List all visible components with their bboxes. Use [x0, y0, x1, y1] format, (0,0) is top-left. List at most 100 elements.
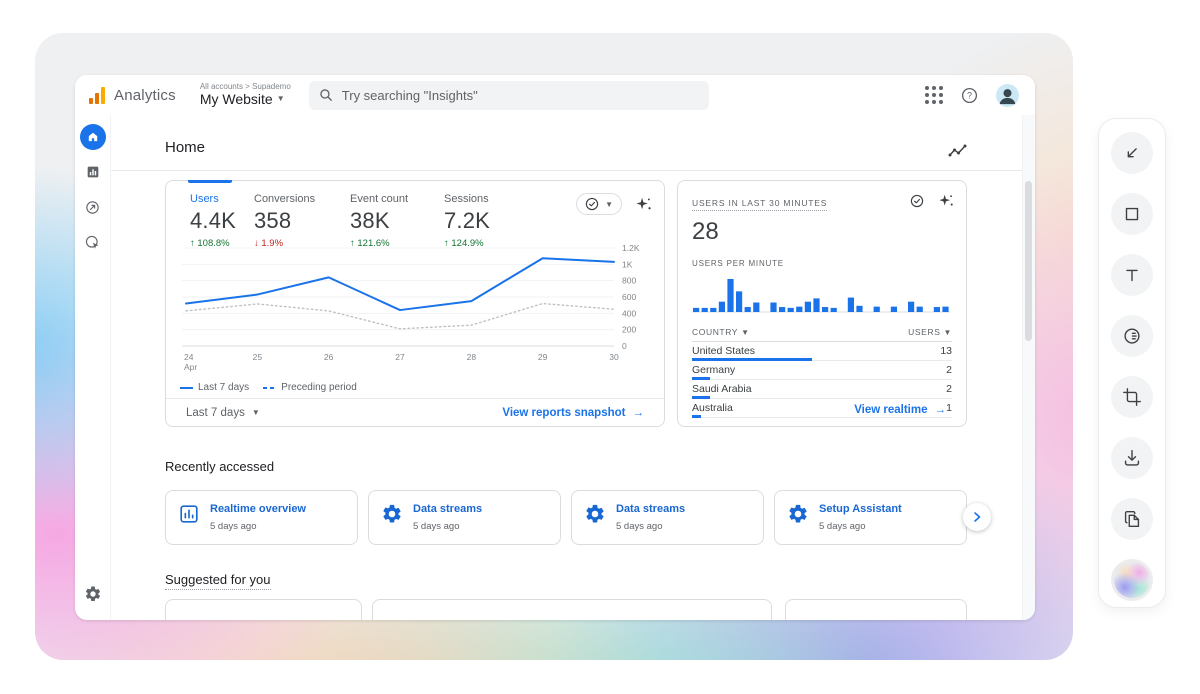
metric-tab-sessions[interactable]: Sessions 7.2K ↑ 124.9% [444, 193, 490, 249]
metric-label: Event count [350, 193, 409, 205]
overview-footer: Last 7 days ▼ View reports snapshot → [166, 398, 664, 426]
country-bar [692, 358, 812, 361]
metric-label: Sessions [444, 193, 489, 205]
account-switcher[interactable]: All accounts > Supademo My Website ▼ [200, 82, 291, 107]
account-avatar[interactable] [996, 83, 1019, 107]
svg-text:25: 25 [253, 352, 263, 362]
scrollbar-thumb[interactable] [1025, 181, 1032, 341]
analytics-logo-icon [89, 86, 105, 104]
svg-text:0: 0 [622, 341, 627, 351]
apps-grid-icon [925, 86, 943, 104]
country-users: 1 [946, 402, 952, 414]
sidebar-item-home[interactable] [79, 123, 107, 151]
svg-text:27: 27 [395, 352, 405, 362]
recent-card-title: Data streams [413, 503, 483, 515]
view-realtime-link[interactable]: View realtime → [848, 403, 952, 417]
brand-name: Analytics [114, 86, 176, 104]
realtime-title: USERS IN LAST 30 MINUTES [692, 198, 828, 211]
recent-card-realtime-overview[interactable]: Realtime overview 5 days ago [165, 490, 358, 545]
data-quality-pill[interactable]: ▼ [576, 193, 622, 215]
analytics-window: Analytics All accounts > Supademo My Web… [75, 75, 1035, 620]
recently-accessed-title: Recently accessed [165, 459, 275, 474]
download-tool-button[interactable] [1111, 437, 1153, 479]
scrollbar-track[interactable] [1022, 115, 1035, 620]
blur-tool-button[interactable] [1111, 315, 1153, 357]
gear-icon [383, 504, 401, 523]
users-sort-button[interactable]: USERS ▼ [908, 327, 952, 337]
svg-text:Apr: Apr [184, 362, 197, 372]
page-title: Home [165, 139, 206, 156]
metric-tab-conversions[interactable]: Conversions 358 ↓ 1.9% [254, 193, 315, 249]
chevron-down-icon: ▼ [741, 327, 750, 337]
recent-card-title: Setup Assistant [819, 503, 902, 515]
left-nav-rail [75, 115, 111, 620]
suggested-card[interactable] [372, 599, 772, 620]
country-row: Germany 2 [692, 361, 952, 380]
duplicate-tool-button[interactable] [1111, 498, 1153, 540]
avatar [996, 83, 1019, 107]
rectangle-tool-button[interactable] [1111, 193, 1153, 235]
chevron-down-icon: ▼ [276, 94, 285, 103]
sidebar-item-advertising[interactable] [79, 228, 107, 256]
svg-text:1K: 1K [622, 259, 633, 269]
chart-legend: Last 7 days Preceding period [180, 382, 357, 393]
date-range-selector[interactable]: Last 7 days ▼ [180, 406, 266, 420]
crop-tool-button[interactable] [1111, 376, 1153, 418]
main-content: Home Users 4.4K ↑ 108.8% Conversions 358 ↓ 1.… [111, 115, 1035, 620]
metric-tab-event-count[interactable]: Event count 38K ↑ 121.6% [350, 193, 408, 249]
legend-label: Last 7 days [198, 382, 250, 393]
help-icon: ? [961, 87, 978, 103]
scroll-right-button[interactable] [963, 503, 991, 531]
view-reports-snapshot-link[interactable]: View reports snapshot → [496, 406, 650, 420]
duplicate-icon [1124, 510, 1140, 528]
country-bar [692, 396, 711, 399]
search-input[interactable]: Try searching "Insights" [308, 80, 709, 110]
recent-card-time: 5 days ago [413, 521, 460, 532]
country-row: Saudi Arabia 2 [692, 380, 952, 399]
metric-delta: ↑ 121.6% [350, 238, 390, 249]
svg-text:29: 29 [538, 352, 548, 362]
realtime-sparkle-button[interactable] [938, 193, 954, 209]
svg-text:600: 600 [622, 292, 636, 302]
overview-card: Users 4.4K ↑ 108.8% Conversions 358 ↓ 1.9% Eve… [165, 180, 665, 427]
country-row: United States 13 [692, 342, 952, 361]
metric-value: 7.2K [444, 208, 491, 233]
chevron-down-icon: ▼ [251, 408, 260, 417]
svg-text:26: 26 [324, 352, 334, 362]
insights-sparkle-button[interactable] [635, 196, 652, 213]
text-icon [1126, 269, 1138, 282]
recent-card-setup-assistant[interactable]: Setup Assistant 5 days ago [774, 490, 967, 545]
background-tool-button[interactable] [1111, 559, 1153, 601]
sidebar-item-explore[interactable] [79, 193, 107, 221]
svg-text:1.2K: 1.2K [622, 243, 640, 253]
home-icon [88, 132, 97, 142]
country-name: United States [692, 345, 756, 357]
help-button[interactable]: ? [961, 87, 978, 104]
suggested-card[interactable] [785, 599, 967, 620]
download-icon [1124, 449, 1140, 466]
sidebar-item-admin[interactable] [79, 580, 107, 608]
sidebar-item-reports[interactable] [79, 158, 107, 186]
realtime-check-button[interactable] [910, 194, 924, 208]
suggested-card[interactable] [165, 599, 362, 620]
country-sort-button[interactable]: COUNTRY ▼ [692, 327, 750, 337]
apps-grid-button[interactable] [925, 86, 943, 104]
metric-tab-users[interactable]: Users 4.4K ↑ 108.8% [190, 193, 236, 249]
arrow-tool-button[interactable] [1111, 132, 1153, 174]
svg-text:800: 800 [622, 276, 636, 286]
text-tool-button[interactable] [1111, 254, 1153, 296]
svg-text:?: ? [967, 90, 972, 100]
metric-value: 358 [254, 208, 292, 233]
insights-trend-button[interactable] [946, 141, 970, 164]
metric-value: 4.4K [190, 208, 237, 233]
metric-delta: ↑ 108.8% [190, 238, 230, 249]
recent-card-data-streams[interactable]: Data streams 5 days ago [368, 490, 561, 545]
blur-icon [1124, 328, 1140, 344]
arrow-right-icon: → [632, 406, 645, 419]
suggested-title: Suggested for you [165, 572, 271, 590]
recent-card-data-streams[interactable]: Data streams 5 days ago [571, 490, 764, 545]
realtime-card: USERS IN LAST 30 MINUTES 28 USERS PER MI… [677, 180, 967, 427]
country-table: United States 13 Germany 2 Saudi Arabia 2 Aust… [692, 342, 952, 418]
recently-accessed-row: Realtime overview 5 days ago Data streams 5… [165, 490, 967, 545]
